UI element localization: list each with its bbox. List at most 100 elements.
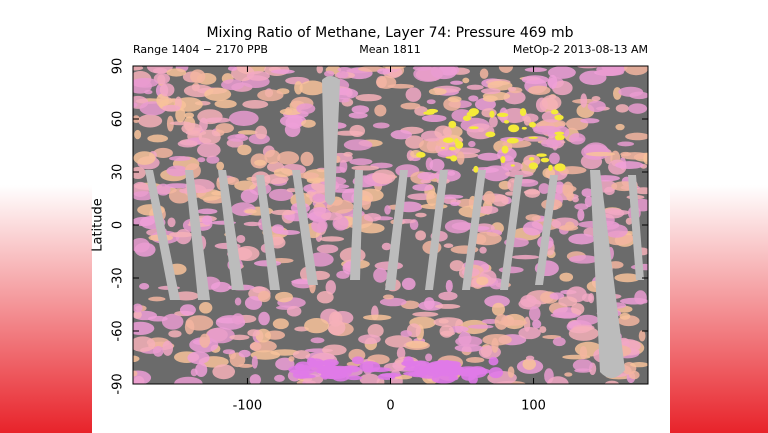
high-patch [521,126,527,130]
cloud-patch [215,123,234,134]
cloud-patch [580,93,588,108]
cloud-patch [237,144,252,156]
cloud-patch [447,171,456,176]
cloud-patch [177,140,198,148]
cloud-patch [286,305,302,317]
cloud-patch [625,132,648,141]
high-patch [415,151,426,158]
cloud-patch [522,221,544,236]
cloud-patch [251,355,258,369]
cloud-patch [326,199,354,214]
high-patch [445,156,455,159]
cloud-patch [435,141,446,147]
cloud-patch [481,108,497,118]
cloud-patch [197,208,218,215]
cloud-patch [166,165,189,177]
low-patch [377,373,396,381]
orbit-gap [500,175,523,290]
y-tick-label: -90 [111,373,126,394]
low-patch [488,357,499,366]
orbit-gap [185,170,210,300]
cloud-patch [518,326,541,340]
cloud-patch [232,313,244,325]
cloud-patch [443,243,454,248]
cloud-patch [607,209,630,216]
cloud-patch [628,370,640,380]
high-patch [442,137,454,143]
cloud-patch [445,279,453,293]
cloud-patch [571,303,585,315]
cloud-patch [204,117,231,123]
cloud-patch [377,68,392,75]
cloud-patch [405,340,428,349]
high-patch [500,156,506,164]
cloud-patch [343,151,353,157]
cloud-patch [550,312,578,319]
cloud-patch [275,291,293,303]
high-patch [528,162,539,170]
cloud-patch [483,190,496,205]
cloud-patch [133,336,156,352]
cloud-patch [579,346,588,360]
cloud-patch [244,296,263,310]
cloud-patch [271,209,296,216]
cloud-patch [614,161,644,169]
cloud-patch [357,223,385,234]
cloud-patch [300,151,314,167]
orbit-gap [218,170,244,290]
cloud-patch [363,212,382,222]
cloud-patch [351,105,370,114]
cloud-patch [244,209,257,214]
high-patch [426,108,439,114]
cloud-patch [382,294,395,300]
cloud-patch [456,151,465,165]
cloud-patch [390,129,412,140]
cloud-patch [168,156,191,162]
high-patch [501,145,509,154]
cloud-patch [133,237,150,253]
cloud-patch [634,290,647,305]
cloud-patch [133,151,156,165]
cloud-patch [412,183,434,192]
cloud-patch [250,350,281,360]
high-patch [455,141,464,149]
cloud-patch [568,326,599,341]
cloud-patch [387,83,415,89]
cloud-patch [373,267,388,283]
cloud-patch [175,107,186,123]
cloud-patch [288,356,295,362]
cloud-patch [238,349,251,358]
cloud-patch [187,351,210,365]
cloud-patch [235,133,246,139]
cloud-patch [304,318,329,334]
cloud-patch [357,188,384,202]
y-tick-label: 60 [111,111,126,128]
cloud-patch [552,337,566,347]
cloud-patch [489,115,498,128]
y-tick-label: 90 [111,58,126,75]
cloud-patch [588,293,595,304]
cloud-patch [481,88,501,95]
cloud-patch [524,188,541,198]
cloud-patch [190,69,206,84]
cloud-patch [503,90,526,105]
cloud-patch [425,353,433,362]
cloud-patch [174,376,203,384]
cloud-patch [156,93,169,108]
cloud-patch [482,95,498,102]
cloud-patch [331,188,358,193]
cloud-patch [541,139,562,148]
map-field [133,66,648,384]
cloud-patch [484,295,510,308]
y-tick-label: 30 [111,164,126,181]
cloud-patch [417,172,437,181]
cloud-patch [246,71,270,81]
cloud-patch [614,273,641,283]
cloud-patch [153,147,173,159]
high-patch [441,146,446,149]
cloud-patch [181,123,203,135]
high-patch [503,119,510,124]
cloud-patch [447,96,462,103]
cloud-patch [568,233,596,245]
cloud-patch [564,221,575,231]
